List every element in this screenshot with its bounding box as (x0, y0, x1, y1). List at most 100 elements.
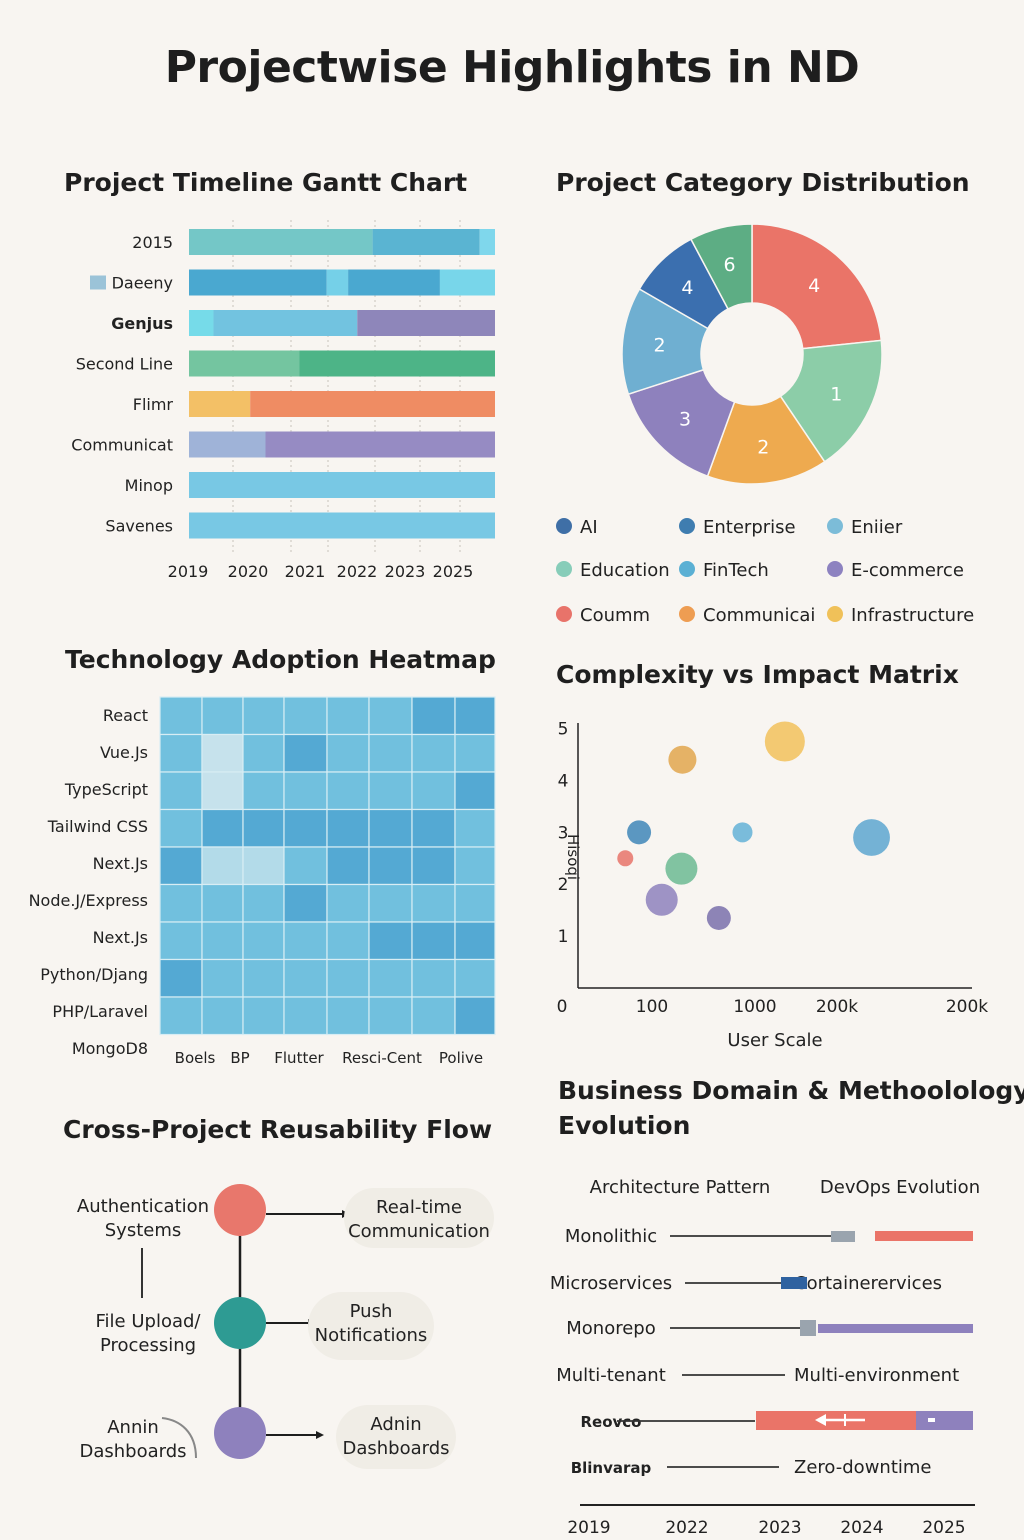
flow-right-label-3: Adnin Dashboards (336, 1405, 456, 1469)
heatmap-cell (201, 696, 244, 736)
donut-legend-swatch (827, 606, 843, 622)
heatmap-title: Technology Adoption Heatmap (65, 645, 496, 674)
gantt-bar-segment (299, 350, 495, 377)
heatmap-cell (283, 846, 328, 886)
donut-legend-label: AI (580, 517, 598, 538)
heatmap-cell (368, 696, 413, 736)
gantt-bar-segment (189, 350, 300, 377)
heatmap-cell (242, 733, 285, 773)
heatmap-col-label: BP (230, 1049, 249, 1067)
heatmap-cell (368, 921, 413, 961)
heatmap-cell (242, 921, 285, 961)
flow-left-label-1: Authentication Systems (76, 1196, 210, 1241)
complexity-impact-chart: 1 2 3 4 5 0 100 1000 200k 200k User Scale Hisoqi (557, 720, 989, 1051)
donut-legend-label: FinTech (703, 560, 769, 581)
heatmap-row-label: Vue.Js (100, 743, 148, 762)
heatmap-cell (326, 696, 370, 736)
heatmap-cell (326, 958, 370, 998)
donut-slice-label: 3 (679, 409, 691, 431)
gantt-x-tick: 2020 (228, 562, 269, 581)
bubble-y-tick: 3 (558, 823, 569, 843)
heatmap-cell (368, 771, 413, 811)
heatmap-cell (368, 996, 413, 1036)
heatmap-cell (159, 883, 203, 923)
heatmap-cell (411, 771, 456, 811)
evolution-row-right: Multi-environment (794, 1365, 959, 1386)
heatmap-col-label: Boels (175, 1049, 216, 1067)
gantt-chart: 2015 Daeeny Genjus Second Line Flimr Communic… (71, 220, 495, 581)
heatmap-cell (454, 733, 496, 773)
heatmap-cell (159, 846, 203, 886)
donut-slice (751, 223, 883, 350)
donut-slice-label: 6 (723, 254, 735, 276)
heatmap-row-label: Tailwind CSS (47, 817, 148, 836)
heatmap-cell (283, 883, 328, 923)
donut-legend-swatch (679, 561, 695, 577)
heatmap-cell (283, 808, 328, 848)
heatmap-cell (368, 846, 413, 886)
evolution-mark (928, 1418, 935, 1422)
heatmap-cell (326, 883, 370, 923)
page-title: Projectwise Highlights in ND (164, 42, 860, 93)
evolution-bar (818, 1324, 973, 1333)
evolution-x-tick: 2019 (567, 1518, 610, 1538)
gantt-bar-segment (357, 310, 495, 336)
heatmap-cell (454, 958, 496, 998)
donut-legend-swatch (556, 606, 572, 622)
heatmap-cell (159, 921, 203, 961)
donut-legend-swatch (827, 518, 843, 534)
evolution-row-left: Monorepo (566, 1318, 655, 1339)
donut-legend-swatch (679, 518, 695, 534)
flow-right-label-1: Real-time Communication (344, 1188, 494, 1248)
heatmap-cell (242, 883, 285, 923)
heatmap-cell (159, 733, 203, 773)
donut-legend-swatch (556, 518, 572, 534)
heatmap-cell (411, 958, 456, 998)
donut-slice-label: 2 (757, 436, 769, 458)
heatmap-cell (411, 808, 456, 848)
bubble-title: Complexity vs Impact Matrix (556, 660, 959, 689)
bubble-point (665, 852, 698, 885)
heatmap-cell (411, 883, 456, 923)
gantt-x-tick: 2025 (433, 562, 474, 581)
donut-slice (689, 223, 753, 310)
flow-title: Cross-Project Reusability Flow (63, 1115, 493, 1144)
donut-slice-label: 4 (681, 277, 693, 299)
evolution-marker (781, 1277, 807, 1289)
gantt-x-tick: 2021 (285, 562, 326, 581)
donut-legend-label: Infrastructure (851, 605, 974, 626)
gantt-bar-segment (189, 269, 327, 296)
heatmap-cell (326, 733, 370, 773)
donut-title: Project Category Distribution (556, 168, 970, 197)
heatmap-row-label: Node.J/Express (29, 891, 148, 910)
evolution-row-left: Blinvarap (571, 1459, 652, 1477)
heatmap-row-label: Next.Js (93, 928, 148, 947)
category-donut-chart: 4 1 2 3 2 4 6 AI Enterprise Eniier Education FinTec… (556, 223, 974, 626)
bubble-point (853, 819, 890, 856)
heatmap-cell (454, 696, 496, 736)
heatmap-cell (201, 808, 244, 848)
heatmap-cell (201, 771, 244, 811)
heatmap-cell (242, 958, 285, 998)
bubble-point (732, 822, 753, 843)
gantt-row-label: Flimr (133, 395, 174, 414)
bubble-point (706, 905, 731, 930)
gantt-bar-segment (265, 431, 495, 458)
gantt-bar-segment (348, 269, 440, 296)
heatmap-cell (201, 883, 244, 923)
gantt-bar-segment (189, 391, 251, 417)
evolution-marker (800, 1320, 816, 1336)
bubble-x-tick: 0 (557, 997, 568, 1017)
heatmap-cell (242, 996, 285, 1036)
heatmap-cell (368, 883, 413, 923)
flow-left-label-2: File Upload/ Processing (95, 1311, 201, 1356)
gantt-x-tick: 2022 (337, 562, 378, 581)
heatmap-cell (411, 996, 456, 1036)
bubble-point (645, 883, 678, 916)
heatmap-cell (326, 846, 370, 886)
gantt-x-tick: 2023 (385, 562, 426, 581)
evolution-col-left: Architecture Pattern (590, 1177, 771, 1198)
evolution-row-left: Microservices (550, 1273, 672, 1294)
heatmap-row-label: Next.Js (93, 854, 148, 873)
heatmap-cell (368, 733, 413, 773)
